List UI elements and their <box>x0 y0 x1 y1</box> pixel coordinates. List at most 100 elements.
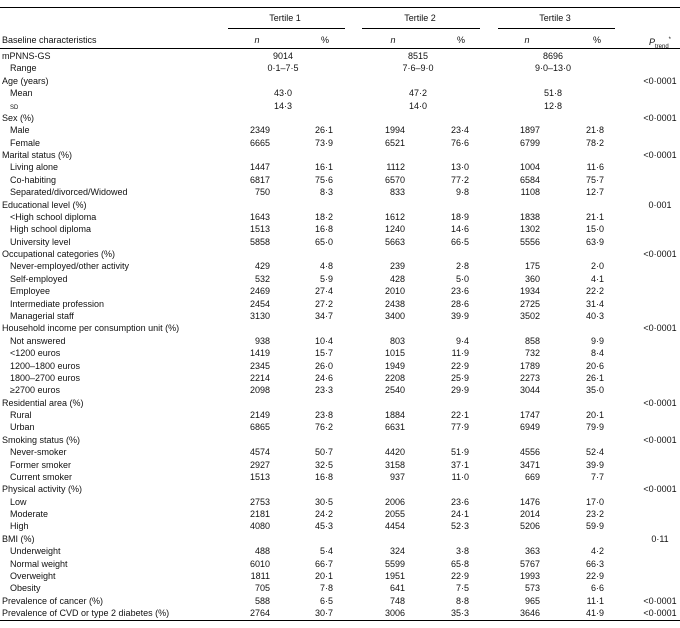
cell: 3646 <box>519 608 540 619</box>
cell: 40·3 <box>585 310 604 321</box>
cell: 30·5 <box>314 496 333 507</box>
cell: 18·9 <box>450 211 469 222</box>
section-label: Household income per consumption unit (%… <box>2 323 180 334</box>
cell: 39·9 <box>585 459 604 470</box>
cell: 858 <box>524 335 540 346</box>
row-label: Managerial staff <box>10 310 74 321</box>
row-label: Living alone <box>10 162 59 173</box>
cell: 4574 <box>249 447 270 458</box>
cell: 23·6 <box>450 496 469 507</box>
cell: 175 <box>524 261 540 272</box>
cell: 11·6 <box>586 162 604 173</box>
p-value: <0·0001 <box>643 323 677 334</box>
p-value: <0·0001 <box>643 112 677 123</box>
p-value: <0·0001 <box>643 397 677 408</box>
cell: 66·3 <box>585 558 604 569</box>
cell: 8515 <box>407 51 429 61</box>
cell: 1994 <box>384 125 405 136</box>
section-label: Residential area (%) <box>2 397 84 408</box>
cell: 833 <box>389 187 405 198</box>
p-value: <0·0001 <box>643 595 677 606</box>
cell: 2006 <box>384 496 405 507</box>
rule <box>498 28 615 29</box>
p-value: <0·0001 <box>643 150 677 161</box>
row-label: Never-employed/other activity <box>10 261 130 272</box>
cell: 2010 <box>384 286 405 297</box>
p-value: 0·001 <box>648 199 672 210</box>
cell: 1240 <box>384 224 405 235</box>
cell: 7·5 <box>455 583 469 594</box>
row-label: Obesity <box>10 583 41 594</box>
cell: 428 <box>389 273 405 284</box>
cell: 9·0–13·0 <box>534 63 572 74</box>
cell: 21·1 <box>585 211 604 222</box>
rule <box>0 7 680 8</box>
cell: 360 <box>524 273 540 284</box>
cell: 28·6 <box>450 298 469 309</box>
cell: 65·8 <box>450 558 469 569</box>
p-header: Ptrend* <box>649 34 671 53</box>
cell: 1476 <box>519 496 540 507</box>
cell: 47·2 <box>408 88 428 99</box>
row-label: Normal weight <box>10 558 68 569</box>
cell: 16·8 <box>314 471 333 482</box>
cell: 429 <box>254 261 270 272</box>
cell: 5556 <box>519 236 540 247</box>
section-label: Prevalence of cancer (%) <box>2 595 104 606</box>
cell: 1884 <box>384 410 405 421</box>
p-value: <0·0001 <box>643 484 677 495</box>
row-label: sd <box>10 100 19 111</box>
cell: 938 <box>254 335 270 346</box>
rule <box>0 48 680 49</box>
cell: 11·0 <box>451 471 469 482</box>
cell: 27·2 <box>314 298 333 309</box>
rule <box>228 28 345 29</box>
cell: 2349 <box>249 125 270 136</box>
group-header: Tertile 1 <box>269 13 301 23</box>
cell: 9014 <box>272 51 294 61</box>
row-label: <1200 euros <box>10 348 61 359</box>
subheader: % <box>456 35 466 45</box>
p-value: 0·11 <box>651 533 669 544</box>
row-label: Range <box>10 63 37 74</box>
row-label: High <box>10 521 29 532</box>
cell: 24·6 <box>314 372 333 383</box>
cell: 6817 <box>249 174 270 185</box>
cell: 73·9 <box>314 137 333 148</box>
cell: 1419 <box>249 348 270 359</box>
cell: 6·6 <box>590 583 604 594</box>
cell: 1747 <box>519 410 540 421</box>
cell: 25·9 <box>450 372 469 383</box>
cell: 1015 <box>384 348 405 359</box>
cell: 20·1 <box>314 570 333 581</box>
p-value: <0·0001 <box>643 608 677 619</box>
cell: 705 <box>254 583 270 594</box>
cell: 52·4 <box>585 447 604 458</box>
cell: 2454 <box>249 298 270 309</box>
section-label: Educational level (%) <box>2 199 87 210</box>
row-label: 1800–2700 euros <box>10 372 81 383</box>
cell: 2055 <box>384 509 405 520</box>
cell: 5767 <box>519 558 540 569</box>
cell: 30·7 <box>314 608 333 619</box>
cell: 9·4 <box>455 335 469 346</box>
cell: 5858 <box>249 236 270 247</box>
cell: 9·9 <box>590 335 604 346</box>
p-header-part: * <box>668 37 672 43</box>
cell: 4·8 <box>319 261 333 272</box>
cell: 1302 <box>519 224 540 235</box>
cell: 2149 <box>249 410 270 421</box>
cell: 34·7 <box>314 310 333 321</box>
cell: 66·7 <box>314 558 333 569</box>
section-label: Occupational categories (%) <box>2 249 116 260</box>
cell: 76·6 <box>450 137 469 148</box>
cell: 8·3 <box>319 187 333 198</box>
cell: 2438 <box>384 298 405 309</box>
p-header-part: P <box>648 37 655 47</box>
cell: 6010 <box>249 558 270 569</box>
cell: 13·0 <box>450 162 469 173</box>
cell: 22·1 <box>450 410 469 421</box>
cell: 23·6 <box>450 286 469 297</box>
cell: 14·0 <box>408 100 428 111</box>
